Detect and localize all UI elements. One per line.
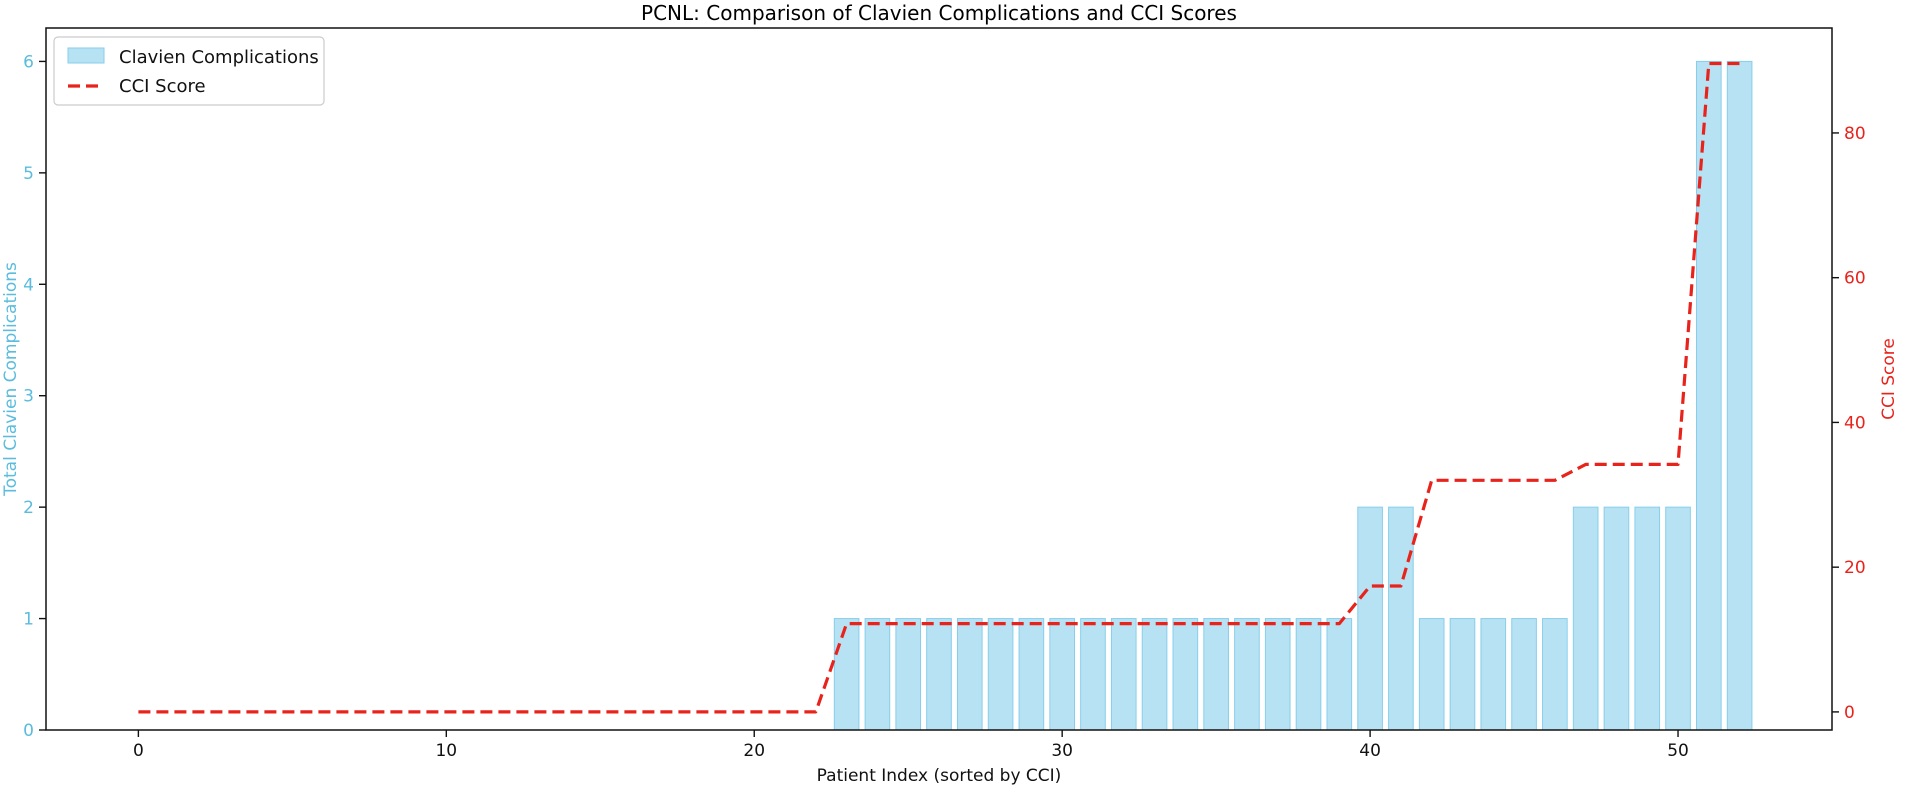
bar: [895, 618, 922, 731]
bar: [1049, 618, 1075, 731]
x-axis-label: Patient Index (sorted by CCI): [817, 766, 1062, 786]
legend-line-label: CCI Score: [119, 76, 206, 97]
bar: [1696, 60, 1722, 731]
chart-title: PCNL: Comparison of Clavien Complication…: [641, 1, 1237, 25]
y-right-tick-label: 20: [1844, 558, 1866, 578]
y-left-tick-label: 3: [23, 387, 34, 407]
bar: [1511, 618, 1537, 731]
bar: [1203, 618, 1229, 731]
bar: [1542, 618, 1568, 731]
bar: [1264, 618, 1291, 731]
x-tick-label: 10: [435, 741, 457, 761]
x-tick-label: 30: [1051, 741, 1073, 761]
bar: [1418, 618, 1445, 731]
bar: [864, 618, 891, 731]
y-left-tick-label: 1: [23, 610, 34, 630]
y-left-tick-label: 2: [23, 498, 34, 518]
y-axis-left-label: Total Clavien Complications: [1, 262, 21, 497]
bar: [833, 618, 860, 731]
bar: [956, 618, 983, 731]
x-tick-label: 0: [133, 741, 144, 761]
bar: [1603, 506, 1630, 731]
bar: [1018, 618, 1045, 731]
bar: [1234, 618, 1260, 731]
bar: [1295, 618, 1322, 731]
x-tick-label: 40: [1359, 741, 1381, 761]
bar: [1110, 618, 1137, 731]
bar-series: [833, 60, 1753, 731]
legend: Clavien Complications CCI Score: [53, 36, 325, 106]
bar: [926, 618, 952, 731]
y-axis-right: 0 20 40 60 80: [1832, 124, 1866, 723]
legend-box: [53, 36, 325, 106]
bar: [1388, 506, 1414, 731]
bar: [1172, 618, 1199, 731]
plot-frame: [45, 27, 1833, 731]
y-right-tick-label: 0: [1844, 703, 1855, 723]
bar: [1726, 60, 1753, 731]
bar: [1326, 618, 1353, 731]
bar: [1480, 618, 1507, 731]
legend-bar-swatch: [67, 47, 105, 64]
bar: [1572, 506, 1599, 731]
bar: [1634, 506, 1661, 731]
x-tick-label: 50: [1667, 741, 1689, 761]
line-series: [138, 61, 1740, 714]
bar: [1080, 618, 1106, 731]
y-axis-left: 0 1 2 3 4 5 6: [23, 52, 46, 741]
bar: [1141, 618, 1168, 731]
bar: [1449, 618, 1476, 731]
y-right-tick-label: 80: [1844, 124, 1866, 144]
x-tick-label: 20: [743, 741, 765, 761]
y-left-tick-label: 6: [23, 52, 34, 72]
y-axis-right-label: CCI Score: [1879, 338, 1899, 420]
legend-bar-label: Clavien Complications: [119, 47, 319, 68]
cci-score-line: [138, 61, 1740, 714]
y-right-tick-label: 60: [1844, 269, 1866, 289]
bar: [987, 618, 1014, 731]
y-right-tick-label: 40: [1844, 413, 1866, 433]
bar: [1357, 506, 1383, 731]
bar: [1665, 506, 1691, 731]
y-left-tick-label: 0: [23, 721, 34, 741]
x-axis: 0 10 20 30 40 50: [133, 730, 1689, 761]
y-left-tick-label: 5: [23, 164, 34, 184]
y-left-tick-label: 4: [23, 275, 34, 295]
